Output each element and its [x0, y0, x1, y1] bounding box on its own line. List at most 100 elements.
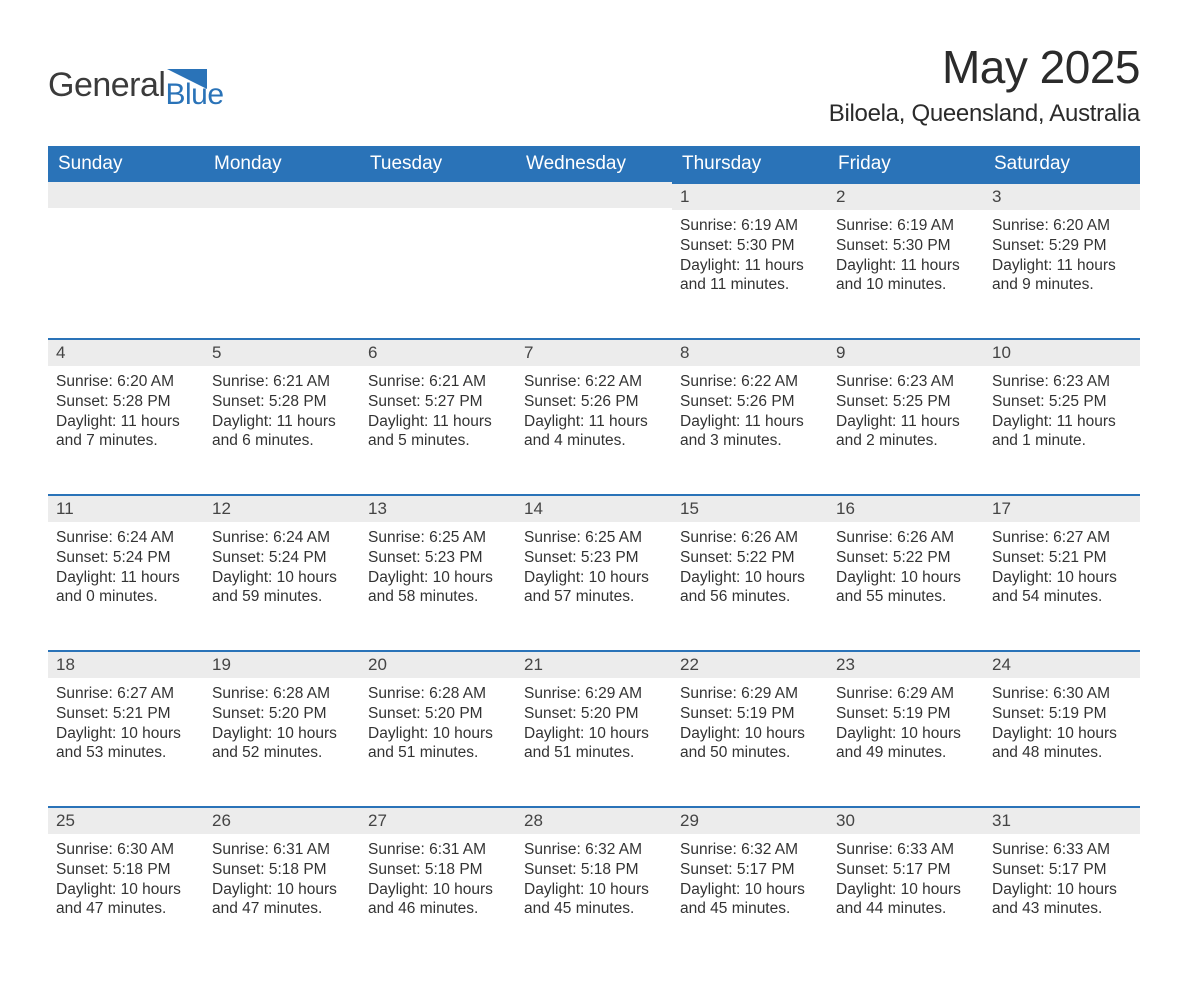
day-number: 10 — [984, 338, 1140, 366]
sunrise-text: Sunrise: 6:20 AM — [992, 216, 1132, 236]
daylight-text-1: Daylight: 10 hours — [212, 880, 352, 900]
daylight-text-2: and 44 minutes. — [836, 899, 976, 919]
sunrise-text: Sunrise: 6:23 AM — [836, 372, 976, 392]
daylight-text-1: Daylight: 11 hours — [368, 412, 508, 432]
sunrise-text: Sunrise: 6:32 AM — [680, 840, 820, 860]
day-number: 12 — [204, 494, 360, 522]
day-number: 26 — [204, 806, 360, 834]
sunrise-text: Sunrise: 6:25 AM — [524, 528, 664, 548]
sunset-text: Sunset: 5:22 PM — [836, 548, 976, 568]
header: General Blue May 2025 Biloela, Queenslan… — [48, 40, 1140, 128]
daylight-text-2: and 11 minutes. — [680, 275, 820, 295]
daylight-text-1: Daylight: 10 hours — [524, 880, 664, 900]
calendar-table: Sunday Monday Tuesday Wednesday Thursday… — [48, 146, 1140, 962]
sunset-text: Sunset: 5:20 PM — [368, 704, 508, 724]
day-cell: Sunrise: 6:29 AMSunset: 5:19 PMDaylight:… — [828, 678, 984, 773]
daylight-text-2: and 56 minutes. — [680, 587, 820, 607]
day-cell: Sunrise: 6:27 AMSunset: 5:21 PMDaylight:… — [48, 678, 204, 773]
day-cell: Sunrise: 6:30 AMSunset: 5:18 PMDaylight:… — [48, 834, 204, 929]
sunset-text: Sunset: 5:28 PM — [56, 392, 196, 412]
sunrise-text: Sunrise: 6:29 AM — [524, 684, 664, 704]
day-number — [48, 182, 204, 208]
daylight-text-2: and 9 minutes. — [992, 275, 1132, 295]
daylight-text-1: Daylight: 10 hours — [56, 880, 196, 900]
sunset-text: Sunset: 5:30 PM — [836, 236, 976, 256]
weekday-header: Saturday — [984, 146, 1140, 182]
daylight-text-1: Daylight: 10 hours — [992, 880, 1132, 900]
title-block: May 2025 Biloela, Queensland, Australia — [829, 40, 1140, 128]
day-number: 2 — [828, 182, 984, 210]
sunrise-text: Sunrise: 6:22 AM — [680, 372, 820, 392]
daylight-text-1: Daylight: 10 hours — [680, 568, 820, 588]
day-cell: Sunrise: 6:22 AMSunset: 5:26 PMDaylight:… — [516, 366, 672, 461]
daylight-text-1: Daylight: 10 hours — [524, 724, 664, 744]
day-number: 5 — [204, 338, 360, 366]
daylight-text-2: and 52 minutes. — [212, 743, 352, 763]
day-cell: Sunrise: 6:32 AMSunset: 5:17 PMDaylight:… — [672, 834, 828, 929]
sunrise-text: Sunrise: 6:24 AM — [212, 528, 352, 548]
day-cell: Sunrise: 6:25 AMSunset: 5:23 PMDaylight:… — [360, 522, 516, 617]
daylight-text-2: and 47 minutes. — [212, 899, 352, 919]
daylight-text-2: and 0 minutes. — [56, 587, 196, 607]
daylight-text-1: Daylight: 11 hours — [992, 412, 1132, 432]
sunrise-text: Sunrise: 6:20 AM — [56, 372, 196, 392]
month-title: May 2025 — [829, 40, 1140, 94]
day-cell: Sunrise: 6:30 AMSunset: 5:19 PMDaylight:… — [984, 678, 1140, 773]
brand-word1: General — [48, 66, 165, 105]
sunrise-text: Sunrise: 6:26 AM — [680, 528, 820, 548]
daylight-text-1: Daylight: 10 hours — [368, 568, 508, 588]
daylight-text-1: Daylight: 10 hours — [836, 568, 976, 588]
daylight-text-2: and 59 minutes. — [212, 587, 352, 607]
day-number: 24 — [984, 650, 1140, 678]
sunrise-text: Sunrise: 6:30 AM — [992, 684, 1132, 704]
daylight-text-1: Daylight: 11 hours — [212, 412, 352, 432]
daynum-row: 25262728293031 — [48, 806, 1140, 834]
page: General Blue May 2025 Biloela, Queenslan… — [0, 0, 1188, 1002]
sunset-text: Sunset: 5:19 PM — [836, 704, 976, 724]
sunset-text: Sunset: 5:23 PM — [368, 548, 508, 568]
sunset-text: Sunset: 5:20 PM — [524, 704, 664, 724]
day-number: 27 — [360, 806, 516, 834]
day-number: 15 — [672, 494, 828, 522]
daylight-text-1: Daylight: 10 hours — [56, 724, 196, 744]
day-cell: Sunrise: 6:21 AMSunset: 5:27 PMDaylight:… — [360, 366, 516, 461]
sunset-text: Sunset: 5:18 PM — [56, 860, 196, 880]
day-number — [204, 182, 360, 208]
sunrise-text: Sunrise: 6:21 AM — [368, 372, 508, 392]
day-number: 23 — [828, 650, 984, 678]
day-number — [360, 182, 516, 208]
day-cell: Sunrise: 6:24 AMSunset: 5:24 PMDaylight:… — [204, 522, 360, 617]
sunset-text: Sunset: 5:24 PM — [56, 548, 196, 568]
daylight-text-2: and 2 minutes. — [836, 431, 976, 451]
sunrise-text: Sunrise: 6:24 AM — [56, 528, 196, 548]
sunrise-text: Sunrise: 6:19 AM — [680, 216, 820, 236]
daylight-text-1: Daylight: 11 hours — [56, 568, 196, 588]
sunset-text: Sunset: 5:18 PM — [524, 860, 664, 880]
brand-word2: Blue — [165, 78, 223, 112]
day-number: 13 — [360, 494, 516, 522]
sunset-text: Sunset: 5:21 PM — [56, 704, 196, 724]
daylight-text-2: and 57 minutes. — [524, 587, 664, 607]
daylight-text-2: and 53 minutes. — [56, 743, 196, 763]
daylight-text-2: and 45 minutes. — [524, 899, 664, 919]
daylight-text-2: and 58 minutes. — [368, 587, 508, 607]
weekday-header-row: Sunday Monday Tuesday Wednesday Thursday… — [48, 146, 1140, 182]
daylight-text-2: and 6 minutes. — [212, 431, 352, 451]
daylight-text-1: Daylight: 10 hours — [212, 568, 352, 588]
sunrise-text: Sunrise: 6:28 AM — [368, 684, 508, 704]
day-number: 25 — [48, 806, 204, 834]
sunset-text: Sunset: 5:26 PM — [524, 392, 664, 412]
day-cell: Sunrise: 6:19 AMSunset: 5:30 PMDaylight:… — [672, 210, 828, 305]
day-cell: Sunrise: 6:19 AMSunset: 5:30 PMDaylight:… — [828, 210, 984, 305]
daylight-text-1: Daylight: 10 hours — [836, 880, 976, 900]
sunrise-text: Sunrise: 6:29 AM — [680, 684, 820, 704]
daylight-text-2: and 47 minutes. — [56, 899, 196, 919]
sunset-text: Sunset: 5:23 PM — [524, 548, 664, 568]
daylight-text-2: and 43 minutes. — [992, 899, 1132, 919]
daylight-text-2: and 5 minutes. — [368, 431, 508, 451]
daynum-row: 45678910 — [48, 338, 1140, 366]
daylight-text-1: Daylight: 11 hours — [524, 412, 664, 432]
sunset-text: Sunset: 5:17 PM — [680, 860, 820, 880]
daynum-row: 18192021222324 — [48, 650, 1140, 678]
sunset-text: Sunset: 5:26 PM — [680, 392, 820, 412]
